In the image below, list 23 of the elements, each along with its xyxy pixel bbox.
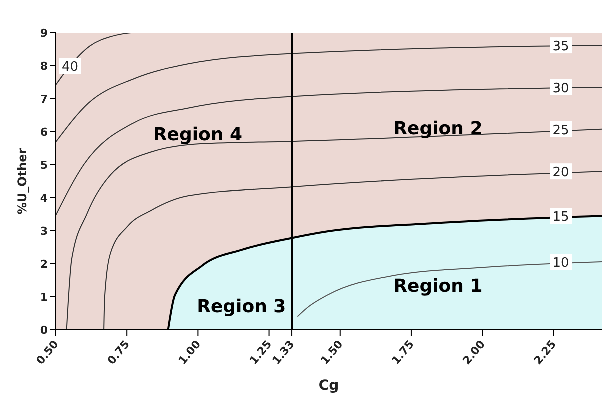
y-tick-label: 4: [40, 192, 48, 205]
series-label: 15: [552, 210, 570, 226]
annotation: Region 2: [394, 118, 483, 140]
series-label: 10: [552, 256, 570, 272]
y-tick-label: 7: [40, 92, 48, 106]
y-axis-title: %U_Other: [15, 148, 30, 215]
annotation: Region 3: [197, 296, 286, 318]
series-label: 25: [552, 123, 570, 138]
y-tick-label: 0: [40, 324, 48, 337]
series-label: 20: [552, 166, 570, 181]
y-tick-label: 1: [40, 290, 48, 304]
annotation: Region 4: [153, 124, 243, 146]
y-tick-label: 5: [40, 158, 48, 172]
y-tick-label: 9: [40, 26, 48, 40]
y-tick-label: 2: [40, 258, 48, 271]
y-tick-label: 3: [40, 224, 48, 238]
line-series: [56, 33, 132, 86]
series-label: 35: [552, 40, 570, 55]
y-tick-label: 8: [40, 60, 48, 73]
series-label: 30: [552, 81, 570, 96]
y-tick-label: 6: [40, 126, 48, 139]
annotation: Region 1: [394, 276, 483, 297]
x-axis-title: Cg: [318, 378, 340, 394]
